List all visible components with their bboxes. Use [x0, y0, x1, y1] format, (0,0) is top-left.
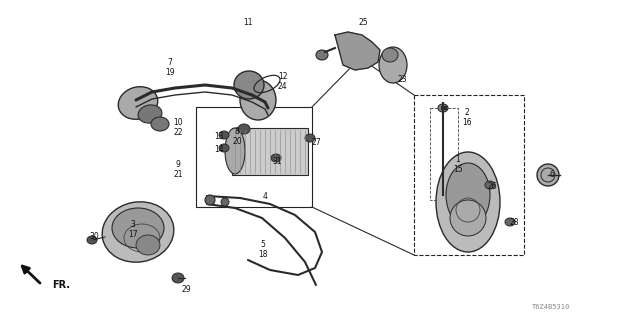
Text: 30: 30	[89, 232, 99, 241]
Ellipse shape	[87, 236, 97, 244]
Ellipse shape	[238, 124, 250, 134]
Text: 13: 13	[214, 132, 224, 141]
Ellipse shape	[240, 80, 276, 120]
Ellipse shape	[172, 273, 184, 283]
Text: 31: 31	[272, 157, 282, 166]
Text: T6Z4B5310: T6Z4B5310	[532, 304, 570, 310]
Ellipse shape	[485, 181, 495, 189]
Polygon shape	[335, 32, 380, 70]
Bar	[414, 95, 524, 255]
Ellipse shape	[221, 198, 229, 206]
Text: FR.: FR.	[52, 280, 70, 290]
Ellipse shape	[102, 202, 174, 262]
Ellipse shape	[446, 163, 490, 227]
Text: 10
22: 10 22	[173, 118, 183, 137]
Ellipse shape	[205, 195, 215, 205]
Ellipse shape	[118, 87, 157, 119]
Text: 11: 11	[243, 18, 253, 27]
Ellipse shape	[436, 152, 500, 252]
Text: 8
20: 8 20	[232, 127, 242, 146]
Ellipse shape	[438, 104, 448, 112]
Text: 4: 4	[262, 192, 268, 201]
Text: 28: 28	[510, 218, 520, 227]
Ellipse shape	[234, 71, 264, 99]
Text: 7
19: 7 19	[165, 58, 175, 77]
Text: 27: 27	[312, 138, 322, 147]
Text: 2
16: 2 16	[462, 108, 472, 127]
Bar	[430, 108, 458, 200]
Text: 6: 6	[550, 170, 555, 179]
Text: 25: 25	[358, 18, 368, 27]
Ellipse shape	[112, 208, 164, 248]
Bar	[196, 107, 312, 207]
Ellipse shape	[316, 50, 328, 60]
Ellipse shape	[136, 235, 160, 255]
Bar	[232, 128, 308, 175]
Ellipse shape	[537, 164, 559, 186]
Ellipse shape	[305, 134, 315, 142]
Ellipse shape	[382, 48, 398, 62]
Text: 5
18: 5 18	[259, 240, 268, 259]
Text: 26: 26	[488, 182, 498, 191]
Ellipse shape	[379, 47, 407, 83]
Text: 29: 29	[182, 285, 191, 294]
Text: 23: 23	[398, 75, 408, 84]
Ellipse shape	[219, 144, 229, 152]
Text: 12
24: 12 24	[278, 72, 287, 91]
Ellipse shape	[505, 218, 515, 226]
Ellipse shape	[450, 200, 486, 236]
Ellipse shape	[225, 128, 245, 174]
Text: 14: 14	[214, 145, 224, 154]
Text: 3
17: 3 17	[128, 220, 138, 239]
Ellipse shape	[219, 131, 229, 139]
Text: 9
21: 9 21	[173, 160, 183, 179]
Ellipse shape	[151, 117, 169, 131]
Ellipse shape	[271, 154, 281, 162]
Ellipse shape	[138, 105, 162, 123]
Text: 1
15: 1 15	[453, 155, 463, 174]
